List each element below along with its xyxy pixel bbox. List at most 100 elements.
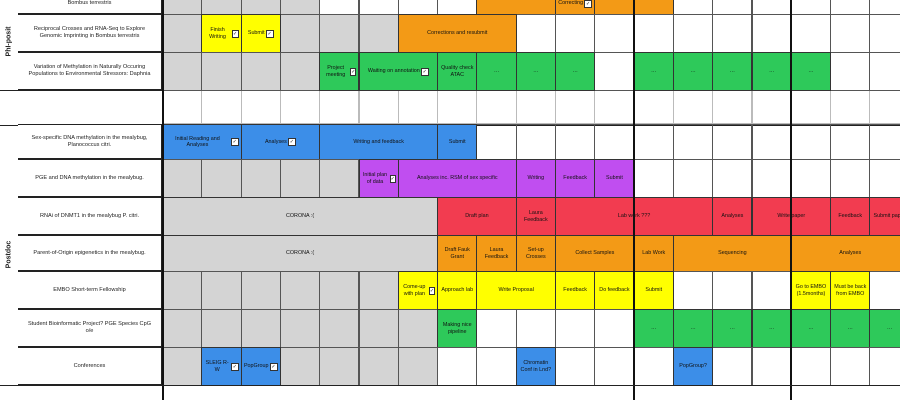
timeline-cell — [594, 124, 635, 160]
row-label: Bombus terrestris — [18, 0, 162, 14]
task-bar-label: CORONA :( — [285, 213, 315, 220]
timeline-cell — [319, 159, 360, 198]
section-label-postdoc: Postdoc — [0, 124, 19, 385]
timeline-cell — [830, 159, 871, 198]
timeline-cell — [751, 347, 792, 386]
timeline-cell — [162, 271, 203, 310]
timeline-cell — [594, 309, 635, 348]
task-bar: SLEIG R-W ✓ — [201, 347, 242, 386]
task-bar: … — [869, 309, 900, 348]
timeline-cell — [633, 347, 674, 386]
timeline-cell — [712, 124, 753, 160]
task-bar: … — [672, 309, 714, 348]
task-bar: Quality check ATAC — [437, 52, 478, 91]
task-bar: … — [751, 52, 792, 91]
task-bar: … — [633, 52, 674, 91]
timeline-cell — [476, 309, 517, 348]
gap-cell — [594, 90, 635, 124]
timeline-cell — [201, 309, 242, 348]
timeline-cell — [751, 271, 792, 310]
timeline-cell — [751, 159, 792, 198]
checkbox-checked-icon: ✓ — [420, 67, 429, 76]
timeline-cell — [555, 309, 596, 348]
task-bar-label: Analyses inc. RSM of sex specific — [416, 175, 498, 182]
timeline-cell — [869, 14, 900, 53]
timeline-cell — [437, 0, 478, 15]
task-bar — [476, 0, 556, 15]
checkbox-checked-icon: ✓ — [287, 138, 296, 146]
task-bar: Submit paper — [869, 197, 900, 236]
gap-cell — [279, 90, 321, 124]
timeline-cell — [633, 124, 674, 160]
timeline-cell — [672, 124, 714, 160]
task-bar-label: Making nice pipeline — [442, 322, 472, 335]
gap-cell — [555, 90, 596, 124]
task-bar-label: Come-up with plan — [403, 284, 426, 297]
task-bar-label: … — [808, 68, 814, 75]
checkbox-checked-icon: ✓ — [265, 29, 274, 38]
checkbox-checked-icon: ✓ — [584, 0, 593, 8]
timeline-cell — [240, 309, 281, 348]
task-bar-label: Approach lab — [441, 287, 474, 294]
timeline-cell — [869, 347, 900, 386]
task-bar: Writing — [515, 159, 556, 198]
task-bar-label: Feedback — [563, 175, 587, 182]
timeline-cell — [319, 0, 360, 15]
row-label: RNAi of DNMT1 in the mealybug P. citri. — [18, 197, 162, 235]
timeline-cell — [830, 124, 871, 160]
timeline-cell — [751, 0, 792, 15]
row-label: PGE and DNA methylation in the mealybug. — [18, 159, 162, 197]
task-bar: Sequencing — [672, 235, 792, 272]
task-bar: Submit — [594, 159, 635, 198]
task-bar-label: SLEIG R-W — [205, 360, 229, 373]
task-bar: Feedback — [555, 159, 596, 198]
task-bar: Analyses — [790, 235, 900, 272]
checkbox-checked-icon: ✓ — [389, 174, 396, 183]
section-label-text: PhI-posit — [5, 26, 13, 56]
task-bar: … — [790, 309, 832, 348]
task-bar-label: Go to EMBO (1.5months) — [795, 284, 827, 297]
gap-cell — [515, 90, 556, 124]
timeline-cell — [476, 124, 517, 160]
timeline-cell — [515, 14, 556, 53]
timeline-cell — [162, 14, 203, 53]
task-bar-label: … — [493, 68, 500, 75]
timeline-cell — [358, 347, 399, 386]
row-label: Parent-of-Origin epigenetics in the meal… — [18, 235, 162, 271]
timeline-cell — [201, 271, 242, 310]
task-bar: Submit — [437, 124, 478, 160]
timeline-cell — [633, 14, 674, 53]
task-bar-label: … — [729, 68, 736, 75]
checkbox-checked-icon: ✓ — [231, 362, 239, 371]
gap-cell — [712, 90, 753, 124]
task-bar: Corrections and resubmit — [397, 14, 517, 53]
task-bar: Come-up with plan ✓ — [397, 271, 439, 310]
timeline-cell — [279, 52, 321, 91]
checkbox-checked-icon: ✓ — [230, 138, 239, 146]
task-bar: Set-up Crosses — [515, 235, 556, 272]
year-divider — [632, 0, 635, 400]
task-bar-label: Submit — [606, 175, 623, 182]
task-bar: Submit ✓ — [240, 14, 281, 53]
task-bar-label: … — [847, 325, 853, 332]
task-bar: Do feedback — [594, 271, 635, 310]
task-bar-label: Lab Work — [642, 250, 666, 257]
task-bar-label: Chromatin Conf in Lnd? — [520, 360, 552, 373]
task-bar-label: Feedback — [563, 287, 587, 294]
task-bar: Submit — [633, 271, 674, 310]
task-bar-label: Analyses — [721, 213, 744, 220]
task-bar-label: Draft plan — [465, 213, 489, 220]
task-bar: Approach lab — [437, 271, 478, 310]
timeline-cell — [830, 52, 871, 91]
gap-cell — [397, 90, 439, 124]
task-bar: Draft Fauk Grant — [437, 235, 478, 272]
row-label: Variation of Methylation in Naturally Oc… — [18, 52, 162, 90]
task-bar: Project meeting ✓ — [319, 52, 360, 91]
task-bar-label: Collect Samples — [575, 250, 615, 257]
task-bar: Draft plan — [437, 197, 517, 236]
task-bar-label: Write Proposal — [498, 287, 534, 294]
timeline-cell — [358, 309, 399, 348]
timeline-cell — [476, 347, 517, 386]
timeline-cell — [515, 124, 556, 160]
